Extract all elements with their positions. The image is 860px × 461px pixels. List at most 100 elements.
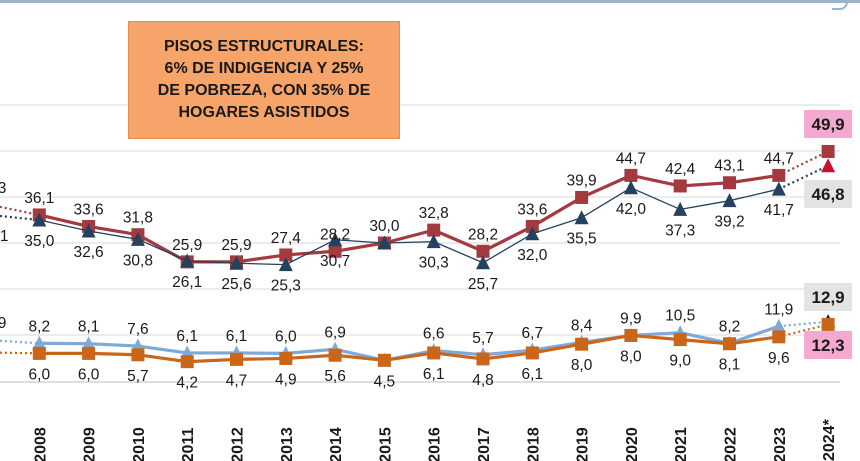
data-marker: [772, 330, 786, 344]
data-label-pobreza-hogares: 25,6: [221, 276, 251, 293]
x-tick-label: 2023: [772, 427, 789, 461]
data-label-pobreza-personas: 25,9: [172, 237, 202, 254]
series-dotted-end-1: [778, 164, 829, 191]
data-label-indigencia-personas: 6,7: [522, 325, 544, 342]
data-label-indigencia-hogares: 6,1: [423, 366, 445, 383]
data-label-indigencia-personas: 7,6: [127, 321, 149, 338]
data-label-indigencia-hogares: 4,7: [226, 372, 248, 389]
data-marker: [81, 336, 96, 351]
data-marker: [377, 235, 392, 250]
data-label-pobreza-hogares: 35,0: [24, 233, 55, 250]
highlight-label-pobreza-personas-bg: [804, 110, 853, 138]
data-marker: [476, 244, 490, 258]
x-tick-label: 2008: [32, 427, 49, 461]
x-tick-label: 2016: [427, 427, 444, 461]
frame-top-line: [0, 0, 860, 3]
series-line-0: [38, 173, 780, 264]
data-label-pobreza-hogares: 30,8: [123, 252, 153, 269]
data-label-indigencia-personas: 6,0: [275, 328, 297, 345]
data-label-pobreza-hogares: 26,1: [172, 274, 202, 291]
series-dotted-end-3: [778, 323, 829, 338]
data-marker: [32, 335, 47, 350]
data-label-indigencia-hogares: 8,0: [620, 348, 642, 365]
data-label-indigencia-hogares: 5,7: [127, 368, 149, 385]
x-tick-label: 2018: [525, 427, 542, 461]
series-line-3: [39, 333, 780, 364]
data-label-indigencia-hogares: 8,0: [571, 357, 593, 374]
annotation-box: PISOS ESTRUCTURALES: 6% DE INDIGENCIA Y …: [128, 21, 400, 139]
x-tick-label: 2022: [723, 427, 740, 461]
data-marker: [623, 180, 638, 195]
data-label-pobreza-personas: 28,2: [468, 226, 498, 243]
data-label-indigencia-personas: 8,4: [571, 317, 593, 334]
x-tick-label: T2024*: [821, 418, 838, 461]
data-label-indigencia-hogares: 6,0: [29, 366, 51, 383]
data-marker: [575, 337, 589, 351]
data-label-pobreza-hogares: .1: [0, 228, 8, 245]
data-label-pobreza-personas: 3: [0, 180, 6, 197]
x-tick-label: 2021: [673, 427, 690, 461]
series-dotted-start-1: [0, 214, 40, 222]
data-label-pobreza-hogares: 25,3: [271, 278, 301, 295]
data-marker: [130, 231, 145, 246]
data-marker: [821, 158, 836, 173]
data-marker: [328, 232, 343, 247]
data-label-indigencia-personas: 9,9: [620, 310, 642, 327]
data-label-pobreza-personas: 32,8: [419, 205, 449, 222]
data-marker: [673, 333, 687, 347]
data-label-indigencia-personas: 5,7: [472, 330, 494, 347]
data-label-indigencia-hogares: 5,6: [324, 368, 346, 385]
data-label-indigencia-personas: 6,6: [423, 326, 445, 343]
data-label-indigencia-personas: 10,5: [665, 308, 695, 325]
data-label-indigencia-personas: 11,9: [764, 301, 793, 318]
annotation-line-4: HOGARES ASISTIDOS: [178, 104, 350, 121]
data-label-indigencia-hogares: 9,0: [669, 353, 691, 370]
data-label-indigencia-hogares: 4,2: [176, 375, 198, 392]
x-tick-label: 2012: [230, 427, 247, 461]
data-label-pobreza-personas: 39,9: [567, 172, 597, 189]
data-marker: [624, 328, 638, 342]
data-marker: [427, 223, 441, 237]
data-marker: [230, 352, 243, 366]
annotation-line-1: PISOS ESTRUCTURALES:: [163, 38, 364, 55]
data-label-pobreza-personas: 31,8: [123, 210, 153, 227]
annotation-line-2: 6% DE INDIGENCIA Y 25%: [164, 60, 364, 77]
data-marker: [821, 144, 835, 158]
data-label-indigencia-hogares: 4,8: [472, 372, 494, 389]
highlight-label-indigencia-personas: 12,9: [812, 288, 845, 307]
data-marker: [180, 253, 195, 268]
data-marker: [377, 353, 391, 367]
data-marker: [278, 257, 293, 272]
data-label-indigencia-hogares: 4,5: [374, 373, 396, 390]
highlight-label-indigencia-hogares-bg: [804, 331, 853, 359]
data-label-indigencia-personas: 9: [0, 315, 6, 332]
data-label-indigencia-hogares: 8,1: [719, 357, 741, 374]
data-marker: [328, 244, 342, 258]
data-label-indigencia-personas: 8,2: [29, 318, 51, 335]
data-label-pobreza-hogares: 41,7: [764, 202, 794, 219]
data-label-pobreza-hogares: 25,7: [468, 276, 498, 293]
series-dotted-end-0: [778, 150, 829, 177]
series-line-1: [39, 187, 779, 266]
data-label-pobreza-personas: 43,1: [714, 158, 744, 175]
x-tick-label: 2015: [377, 427, 394, 461]
data-label-pobreza-personas: 28,2: [320, 226, 350, 243]
data-label-pobreza-personas: 30,0: [369, 218, 400, 235]
data-label-indigencia-personas: 8,1: [78, 319, 100, 336]
data-marker: [32, 212, 47, 227]
series-dotted-start-2: [0, 339, 40, 345]
x-tick-label: 2011: [180, 428, 197, 461]
frame-corner: [832, 0, 848, 10]
data-label-pobreza-personas: 25,9: [221, 237, 251, 254]
data-marker: [180, 355, 194, 369]
data-marker: [624, 168, 638, 182]
x-tick-label: 2019: [575, 427, 592, 461]
x-tick-label: 2014: [328, 427, 345, 461]
x-tick-label: 2013: [279, 427, 296, 461]
data-label-indigencia-personas: 8,2: [719, 318, 741, 335]
series-dotted-start-3: [0, 351, 40, 355]
data-label-pobreza-personas: 33,6: [517, 201, 547, 218]
data-label-indigencia-personas: 6,1: [226, 328, 248, 345]
data-marker: [723, 337, 736, 351]
data-marker: [427, 346, 441, 360]
